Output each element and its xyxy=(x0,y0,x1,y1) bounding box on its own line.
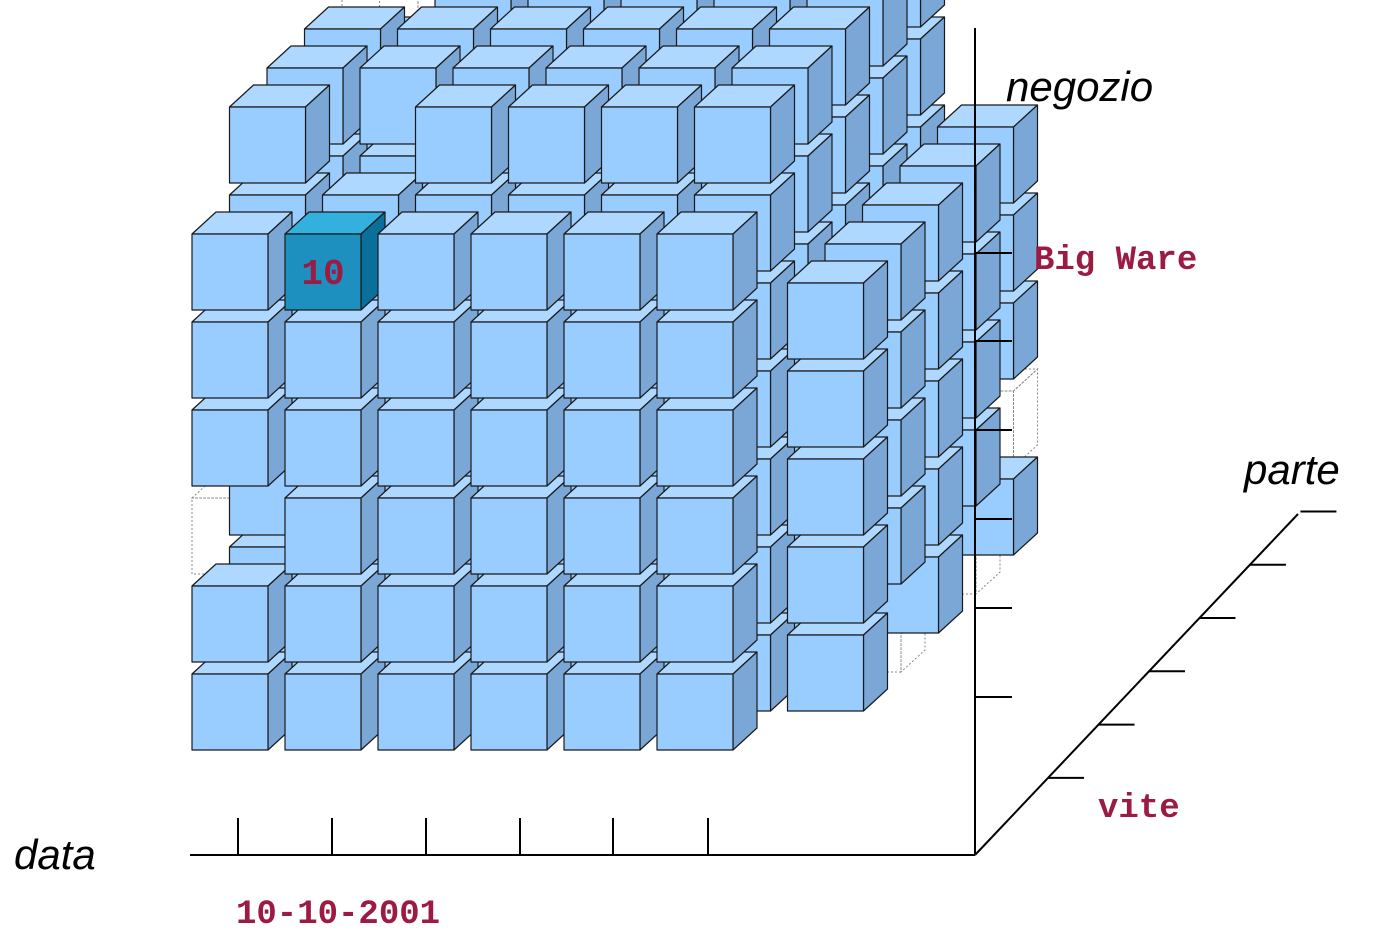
cube-cell xyxy=(600,84,703,184)
cube-cell xyxy=(191,211,293,311)
cube-cell xyxy=(786,348,889,448)
cube-cell xyxy=(377,299,479,399)
store-axis-label: negozio xyxy=(1006,63,1154,110)
store-value-label: Big Ware xyxy=(1034,242,1198,280)
cube-cell xyxy=(377,563,479,663)
cube-cell xyxy=(563,387,665,487)
cube-cell xyxy=(284,387,386,487)
axes xyxy=(190,28,1337,856)
cube-cell xyxy=(284,475,386,575)
date-value-label: 10-10-2001 xyxy=(236,896,441,934)
part-value-label: vite xyxy=(1098,790,1180,828)
cube-cell xyxy=(228,84,331,184)
cube-cell xyxy=(563,299,665,399)
cube-cell xyxy=(656,299,758,399)
part-axis-label: parte xyxy=(1244,446,1340,493)
cube-cells: 10 xyxy=(191,0,1039,751)
cube-cell xyxy=(656,475,758,575)
cube-cell xyxy=(656,387,758,487)
cube-cell xyxy=(786,260,889,360)
cube-cell xyxy=(656,211,758,311)
cube-cell xyxy=(507,84,610,184)
cube-cell xyxy=(563,211,665,311)
cube-cell xyxy=(786,612,889,712)
cube-cell xyxy=(377,211,479,311)
cube-cell xyxy=(191,651,293,751)
cube-cell xyxy=(470,651,572,751)
cube-cell xyxy=(284,299,386,399)
cube-cell xyxy=(191,299,293,399)
cube-cell xyxy=(786,524,889,624)
cube-cell xyxy=(693,84,796,184)
cube-cell xyxy=(191,387,293,487)
cube-cell xyxy=(470,387,572,487)
cube-cell xyxy=(284,651,386,751)
cube-cell xyxy=(414,84,517,184)
cube-cell xyxy=(563,651,665,751)
cube-cell xyxy=(377,387,479,487)
highlighted-cell-value: 10 xyxy=(301,254,344,295)
cube-cell xyxy=(786,436,889,536)
cube-cell xyxy=(470,475,572,575)
cube-cell xyxy=(656,651,758,751)
cube-cell xyxy=(470,299,572,399)
cube-cell xyxy=(563,563,665,663)
cube-cell xyxy=(284,563,386,663)
cube-cell xyxy=(563,475,665,575)
highlighted-cell: 10 xyxy=(284,211,386,311)
cube-cell xyxy=(377,475,479,575)
cube-cell xyxy=(656,563,758,663)
part-axis xyxy=(974,513,1299,856)
cube-cell xyxy=(470,211,572,311)
date-axis-label: data xyxy=(14,831,96,878)
cube-cell xyxy=(377,651,479,751)
cube-cell xyxy=(191,563,293,663)
cube-cell xyxy=(470,563,572,663)
